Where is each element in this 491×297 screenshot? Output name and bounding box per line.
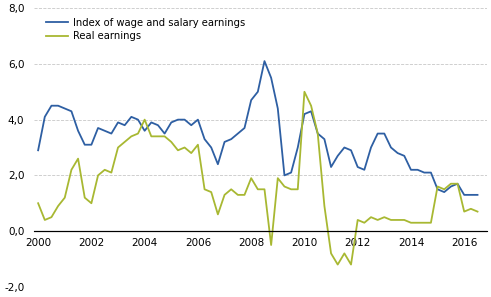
Index of wage and salary earnings <box>441 190 447 194</box>
Real earnings <box>475 210 481 213</box>
Real earnings <box>382 215 387 219</box>
Legend: Index of wage and salary earnings, Real earnings: Index of wage and salary earnings, Real … <box>44 16 247 43</box>
Real earnings <box>448 182 454 186</box>
Index of wage and salary earnings <box>235 132 241 135</box>
Line: Real earnings: Real earnings <box>38 92 478 265</box>
Real earnings <box>68 168 74 172</box>
Index of wage and salary earnings <box>88 143 94 146</box>
Index of wage and salary earnings <box>461 193 467 197</box>
Index of wage and salary earnings <box>375 132 381 135</box>
Index of wage and salary earnings <box>475 193 481 197</box>
Real earnings <box>235 193 241 197</box>
Real earnings <box>215 213 221 216</box>
Real earnings <box>88 201 94 205</box>
Index of wage and salary earnings <box>262 59 268 63</box>
Real earnings <box>301 90 307 94</box>
Line: Index of wage and salary earnings: Index of wage and salary earnings <box>38 61 478 195</box>
Index of wage and salary earnings <box>35 148 41 152</box>
Real earnings <box>335 263 341 266</box>
Index of wage and salary earnings <box>215 162 221 166</box>
Index of wage and salary earnings <box>68 110 74 113</box>
Real earnings <box>35 201 41 205</box>
